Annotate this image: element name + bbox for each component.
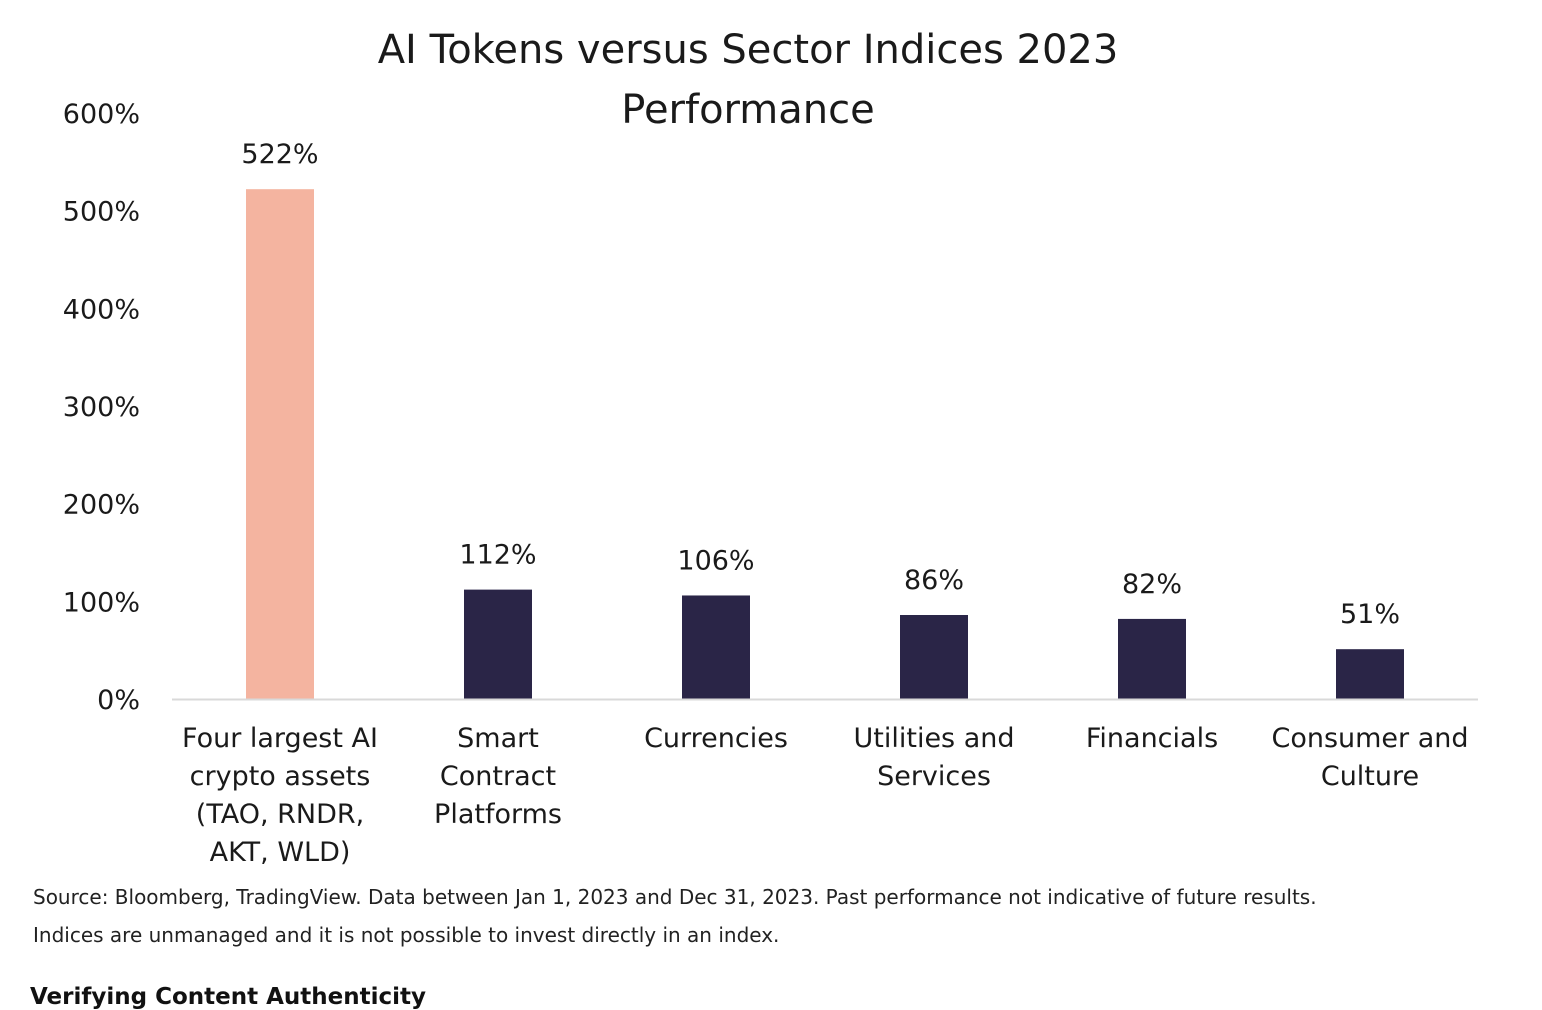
y-tick-label: 300% — [63, 392, 140, 423]
x-tick-label: Smart Contract Platforms — [434, 723, 562, 830]
x-tick-label: Consumer and Culture — [1271, 723, 1468, 792]
y-tick-label: 600% — [63, 99, 140, 130]
y-tick-label: 500% — [63, 197, 140, 228]
bar — [900, 615, 968, 699]
bar — [464, 589, 532, 699]
x-tick-label: Four largest AI crypto assets (TAO, RNDR, A… — [182, 723, 378, 868]
bar — [246, 189, 314, 699]
x-tick-label: Currencies — [644, 723, 788, 754]
data-label: 106% — [677, 545, 754, 576]
bars — [246, 189, 1404, 699]
y-tick-label: 200% — [63, 490, 140, 521]
y-tick-label: 100% — [63, 587, 140, 618]
section-heading: Verifying Content Authenticity — [30, 984, 427, 1010]
bar-chart: AI Tokens versus Sector Indices 2023 Perf… — [63, 27, 1478, 868]
x-tick-label: Utilities and Services — [854, 723, 1015, 792]
source-line-2: Indices are unmanaged and it is not poss… — [33, 923, 780, 947]
source-note: Source: Bloomberg, TradingView. Data bet… — [33, 878, 1523, 954]
x-tick-label: Financials — [1086, 723, 1218, 754]
data-labels: 522% 112% 106% 86% 82% 51% — [241, 139, 1400, 630]
data-label: 82% — [1122, 569, 1182, 600]
y-tick-label: 400% — [63, 294, 140, 325]
bar — [1336, 649, 1404, 699]
x-axis: Four largest AI crypto assets (TAO, RNDR, A… — [182, 723, 1469, 868]
chart-title: AI Tokens versus Sector Indices 2023 Perf… — [378, 27, 1119, 133]
data-label: 112% — [459, 540, 536, 571]
chart-title-line: AI Tokens versus Sector Indices 2023 — [378, 27, 1119, 73]
source-line-1: Source: Bloomberg, TradingView. Data bet… — [33, 885, 1317, 909]
data-label: 522% — [241, 139, 318, 170]
bar — [1118, 618, 1186, 699]
y-axis: 0% 100% 200% 300% 400% 500% 600% — [63, 99, 140, 716]
chart-title-line: Performance — [621, 87, 874, 133]
data-label: 86% — [904, 565, 964, 596]
bar — [682, 595, 750, 699]
y-tick-label: 0% — [97, 685, 140, 716]
data-label: 51% — [1340, 599, 1400, 630]
